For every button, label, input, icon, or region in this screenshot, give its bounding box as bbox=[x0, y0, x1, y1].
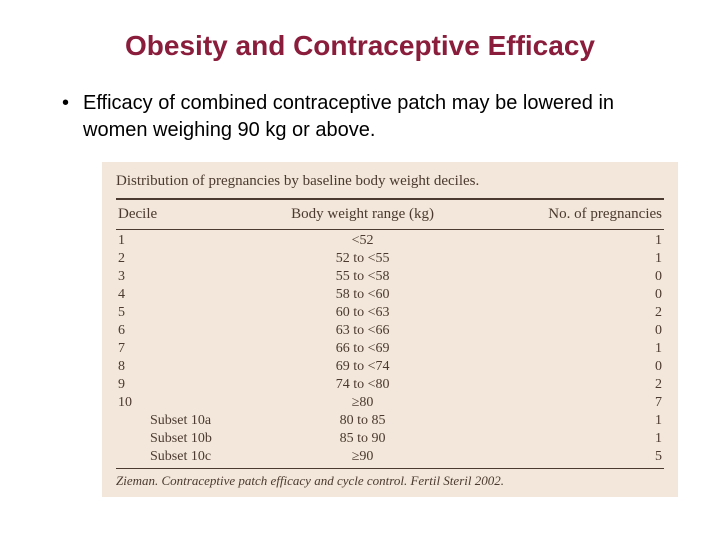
table-row: 869 to <740 bbox=[116, 358, 664, 376]
slide-title: Obesity and Contraceptive Efficacy bbox=[40, 30, 680, 62]
cell-npreg: 2 bbox=[489, 376, 664, 394]
cell-subset-label: Subset 10b bbox=[116, 430, 237, 448]
col-decile: Decile bbox=[116, 202, 237, 227]
cell-decile: 1 bbox=[116, 232, 237, 250]
table-row: 766 to <691 bbox=[116, 340, 664, 358]
table-row: 1<521 bbox=[116, 232, 664, 250]
cell-npreg: 1 bbox=[489, 340, 664, 358]
rule-header bbox=[116, 229, 664, 230]
cell-subset-label: Subset 10a bbox=[116, 412, 237, 430]
cell-decile: 9 bbox=[116, 376, 237, 394]
cell-range: 69 to <74 bbox=[237, 358, 489, 376]
cell-decile: 5 bbox=[116, 304, 237, 322]
table-row: 10≥807 bbox=[116, 394, 664, 412]
table-row: 458 to <600 bbox=[116, 286, 664, 304]
cell-npreg: 0 bbox=[489, 286, 664, 304]
cell-npreg: 1 bbox=[489, 430, 664, 448]
bullet-text: Efficacy of combined contraceptive patch… bbox=[83, 90, 680, 144]
embedded-table: Distribution of pregnancies by baseline … bbox=[102, 162, 678, 497]
cell-npreg: 2 bbox=[489, 304, 664, 322]
cell-subset-label: Subset 10c bbox=[116, 448, 237, 466]
cell-decile: 3 bbox=[116, 268, 237, 286]
cell-range: 85 to 90 bbox=[237, 430, 489, 448]
cell-range: 80 to 85 bbox=[237, 412, 489, 430]
table-subset-row: Subset 10c≥905 bbox=[116, 448, 664, 466]
table-citation: Zieman. Contraceptive patch efficacy and… bbox=[116, 473, 664, 489]
data-table: Decile Body weight range (kg) No. of pre… bbox=[116, 202, 664, 227]
cell-range: 60 to <63 bbox=[237, 304, 489, 322]
bullet-item: • Efficacy of combined contraceptive pat… bbox=[62, 90, 680, 144]
table-row: 974 to <802 bbox=[116, 376, 664, 394]
cell-npreg: 0 bbox=[489, 322, 664, 340]
table-subset-row: Subset 10a80 to 851 bbox=[116, 412, 664, 430]
table-row: 252 to <551 bbox=[116, 250, 664, 268]
cell-npreg: 0 bbox=[489, 358, 664, 376]
col-npreg: No. of pregnancies bbox=[489, 202, 664, 227]
cell-range: 58 to <60 bbox=[237, 286, 489, 304]
cell-decile: 8 bbox=[116, 358, 237, 376]
cell-npreg: 0 bbox=[489, 268, 664, 286]
col-range: Body weight range (kg) bbox=[237, 202, 489, 227]
cell-decile: 7 bbox=[116, 340, 237, 358]
cell-range: 66 to <69 bbox=[237, 340, 489, 358]
cell-range: <52 bbox=[237, 232, 489, 250]
cell-npreg: 1 bbox=[489, 250, 664, 268]
cell-range: 63 to <66 bbox=[237, 322, 489, 340]
table-subset-row: Subset 10b85 to 901 bbox=[116, 430, 664, 448]
bullet-dot-icon: • bbox=[62, 90, 69, 117]
table-header-row: Decile Body weight range (kg) No. of pre… bbox=[116, 202, 664, 227]
table-row: 663 to <660 bbox=[116, 322, 664, 340]
cell-npreg: 7 bbox=[489, 394, 664, 412]
cell-decile: 2 bbox=[116, 250, 237, 268]
table-row: 560 to <632 bbox=[116, 304, 664, 322]
cell-npreg: 1 bbox=[489, 232, 664, 250]
cell-range: ≥90 bbox=[237, 448, 489, 466]
cell-npreg: 1 bbox=[489, 412, 664, 430]
rule-bottom bbox=[116, 468, 664, 469]
rule-top bbox=[116, 198, 664, 200]
cell-range: 74 to <80 bbox=[237, 376, 489, 394]
cell-decile: 6 bbox=[116, 322, 237, 340]
cell-decile: 10 bbox=[116, 394, 237, 412]
cell-range: 55 to <58 bbox=[237, 268, 489, 286]
cell-range: ≥80 bbox=[237, 394, 489, 412]
table-row: 355 to <580 bbox=[116, 268, 664, 286]
cell-range: 52 to <55 bbox=[237, 250, 489, 268]
cell-decile: 4 bbox=[116, 286, 237, 304]
table-caption: Distribution of pregnancies by baseline … bbox=[116, 172, 664, 192]
data-table-body: 1<521252 to <551355 to <580458 to <60056… bbox=[116, 232, 664, 466]
cell-npreg: 5 bbox=[489, 448, 664, 466]
